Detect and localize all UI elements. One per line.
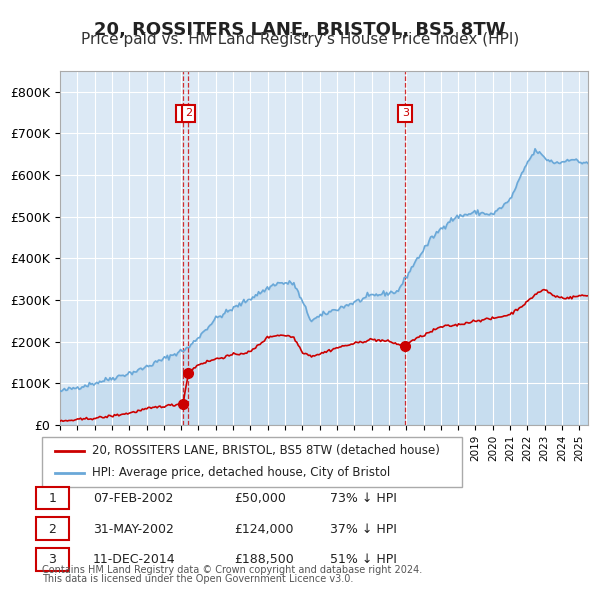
Text: 31-MAY-2002: 31-MAY-2002 xyxy=(93,523,174,536)
Text: 1: 1 xyxy=(179,109,187,118)
Text: HPI: Average price, detached house, City of Bristol: HPI: Average price, detached house, City… xyxy=(92,466,391,479)
Text: 1: 1 xyxy=(48,492,56,505)
Text: Price paid vs. HM Land Registry's House Price Index (HPI): Price paid vs. HM Land Registry's House … xyxy=(81,32,519,47)
Text: 07-FEB-2002: 07-FEB-2002 xyxy=(93,492,173,505)
Text: 73% ↓ HPI: 73% ↓ HPI xyxy=(330,492,397,505)
Text: 2: 2 xyxy=(48,523,56,536)
Text: 51% ↓ HPI: 51% ↓ HPI xyxy=(330,553,397,566)
Text: This data is licensed under the Open Government Licence v3.0.: This data is licensed under the Open Gov… xyxy=(42,574,353,584)
Text: 3: 3 xyxy=(401,109,409,118)
Text: 11-DEC-2014: 11-DEC-2014 xyxy=(93,553,176,566)
FancyBboxPatch shape xyxy=(42,437,462,487)
Text: 20, ROSSITERS LANE, BRISTOL, BS5 8TW (detached house): 20, ROSSITERS LANE, BRISTOL, BS5 8TW (de… xyxy=(92,444,440,457)
Text: £50,000: £50,000 xyxy=(234,492,286,505)
Text: £188,500: £188,500 xyxy=(234,553,294,566)
Text: 37% ↓ HPI: 37% ↓ HPI xyxy=(330,523,397,536)
Text: Contains HM Land Registry data © Crown copyright and database right 2024.: Contains HM Land Registry data © Crown c… xyxy=(42,565,422,575)
Text: 2: 2 xyxy=(185,109,192,118)
Text: £124,000: £124,000 xyxy=(234,523,293,536)
Text: 3: 3 xyxy=(48,553,56,566)
Text: 20, ROSSITERS LANE, BRISTOL, BS5 8TW: 20, ROSSITERS LANE, BRISTOL, BS5 8TW xyxy=(94,21,506,39)
